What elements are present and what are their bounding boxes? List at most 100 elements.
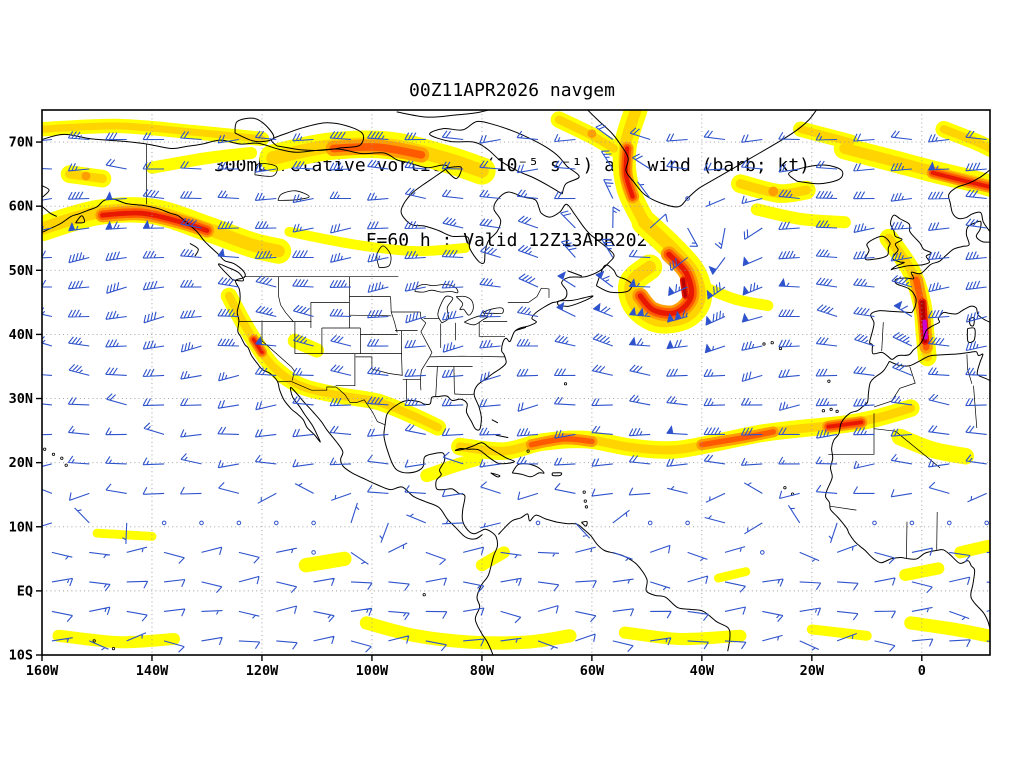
vorticity-contour-band [420,452,483,483]
coastline [595,264,633,294]
lake-outline [482,307,504,315]
lake-outline [277,190,310,201]
island-dot [582,490,586,494]
coastline [864,235,891,261]
y-axis-tick-label: 40N [9,327,33,343]
vorticity-contour-band [92,528,157,541]
coastline [788,164,844,185]
coastline [825,361,990,630]
coastline [567,270,583,277]
island-dot [422,593,426,597]
political-border [401,330,403,376]
political-border [335,353,356,387]
calm-wind-circle [984,520,990,526]
coastline [515,326,527,332]
political-border [278,276,294,322]
coastline [557,295,594,307]
vorticity-contour-band [891,428,975,465]
coastline [581,520,588,527]
political-border [430,355,505,358]
vorticity-contour-band [922,319,928,340]
coastline [189,242,199,257]
political-border [507,287,550,303]
vorticity-contour-band [899,562,945,581]
island-dot [827,379,831,383]
political-border [906,521,908,559]
calm-wind-circle [311,550,316,555]
political-border [966,354,973,384]
coastline [490,472,501,478]
y-axis-tick-label: 30N [9,391,33,407]
x-axis-tick-label: 40W [690,663,715,679]
x-axis-tick-label: 60W [580,663,605,679]
island-dot [43,447,47,451]
lake-outline [455,295,474,316]
map-frame [41,109,991,656]
x-axis-tick-label: 100W [356,663,389,679]
x-axis-tick-label: 160W [26,663,59,679]
island-dot [111,646,116,651]
lake-outline [254,163,278,177]
island-dot [526,449,530,453]
political-border [973,385,978,429]
coastline [551,472,563,477]
vorticity-contour-band [52,629,181,649]
vorticity-contour-band [939,125,990,153]
political-border [390,296,398,333]
political-border [478,321,505,337]
coastline [42,185,50,198]
island-dot [563,382,568,386]
coastline [218,263,244,282]
x-axis-tick-label: 80W [470,663,495,679]
coastline [966,327,976,343]
calm-wind-circle [535,520,541,526]
island-dot [64,463,68,467]
lake-outline [414,283,459,294]
calm-wind-circle [909,520,915,526]
island-dot [770,341,774,345]
x-axis-tick-label: 20W [800,663,825,679]
vorticity-contour-band [714,567,751,583]
coastline [894,220,990,313]
y-axis-tick-label: 20N [9,455,33,471]
political-border [335,386,386,426]
political-border [873,366,916,408]
vorticity-contour-band [284,226,471,257]
calm-wind-circle [274,520,279,526]
island-dot [821,409,826,413]
political-border [435,366,438,397]
wind-barb-pennants [68,161,936,434]
vorticity-blob [81,171,91,181]
island-dot [51,452,56,456]
island-dot [60,456,64,460]
vorticity-shading-layer [42,110,990,650]
y-axis-tick-label: EQ [17,583,33,599]
vorticity-contour-band [796,125,855,146]
political-border [828,413,875,455]
political-border [355,356,373,369]
political-border [881,322,884,352]
coastline [454,442,515,465]
vorticity-contour-band [904,616,990,643]
vorticity-contour-band [930,170,990,189]
wind-barbs-layer [42,123,990,653]
vorticity-contour-band [618,626,747,646]
vorticity-contour-band [696,280,774,312]
calm-wind-circle [311,520,316,526]
calm-wind-circle [161,520,167,526]
island-dot [92,639,96,643]
vorticity-contour-band [806,624,872,641]
lake-outline [437,295,454,324]
coastline [396,110,491,118]
coastline [495,434,509,439]
political-border [936,511,938,550]
coastline [42,205,58,217]
vorticity-contour-band [637,251,695,317]
political-border [277,380,337,391]
calm-wind-circle [647,520,653,526]
coastline [869,305,990,360]
coastline [586,110,817,208]
vorticity-contour-band [42,122,266,143]
wind-barbs [42,123,990,653]
coastline [889,351,990,382]
